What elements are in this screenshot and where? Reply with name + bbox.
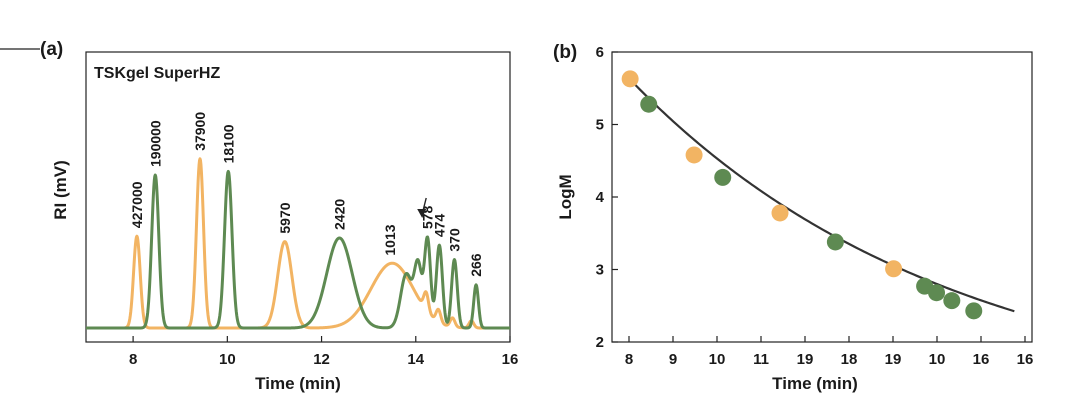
plot-frame-a — [85, 51, 511, 343]
x-tick-label-a: 10 — [219, 351, 236, 368]
green-data-point — [714, 168, 732, 186]
peak-label: 18100 — [220, 124, 236, 163]
peak-label: 474 — [431, 214, 447, 238]
orange-data-point — [771, 204, 789, 222]
plot-frame-b — [611, 51, 1033, 343]
x-tick-label-b: 19 — [797, 351, 814, 368]
panel-b-label: (b) — [553, 42, 577, 63]
green-trace — [84, 169, 512, 330]
calibration-points — [621, 70, 983, 320]
panel-a-label: (a) — [40, 39, 63, 60]
green-data-point — [965, 302, 983, 320]
x-tick-label-a: 12 — [313, 351, 330, 368]
green-data-point — [943, 292, 961, 310]
y-tick-label-b: 6 — [596, 44, 604, 61]
x-axis-ticks-a: 8 10 12 14 16 — [129, 336, 518, 368]
x-tick-label-b: 18 — [841, 351, 858, 368]
peak-label: 427000 — [129, 181, 145, 228]
x-tick-label-b: 8 — [625, 351, 633, 368]
x-tick-label-a: 16 — [502, 351, 519, 368]
y-tick-label-b: 3 — [596, 262, 604, 279]
chromatogram-curves — [84, 157, 512, 330]
green-data-point — [928, 284, 946, 302]
y-tick-label-b: 4 — [596, 189, 605, 206]
orange-data-point — [885, 260, 903, 278]
peak-label: 190000 — [147, 120, 163, 167]
y-axis-title-b: LogM — [556, 174, 575, 219]
orange-data-point — [685, 146, 703, 164]
x-axis-title-b: Time (min) — [772, 374, 858, 393]
peak-label: 266 — [468, 253, 484, 277]
peak-label: 5970 — [277, 202, 293, 233]
x-tick-label-b: 16 — [1017, 351, 1034, 368]
orange-trace — [84, 157, 512, 330]
orange-data-point — [621, 70, 639, 88]
x-tick-label-a: 14 — [407, 351, 424, 368]
x-tick-label-b: 9 — [669, 351, 677, 368]
x-tick-label-b: 10 — [929, 351, 946, 368]
peak-label: 1013 — [382, 224, 398, 255]
peak-label: 370 — [446, 228, 462, 252]
x-axis-title-a: Time (min) — [255, 374, 341, 393]
y-tick-label-b: 5 — [596, 117, 604, 134]
x-tick-label-b: 16 — [973, 351, 990, 368]
green-data-point — [640, 95, 658, 113]
x-tick-label-b: 10 — [709, 351, 726, 368]
y-tick-label-b: 2 — [596, 334, 604, 351]
calibration-fit-curve — [629, 78, 1015, 313]
x-tick-label-a: 8 — [129, 351, 137, 368]
x-tick-label-b: 11 — [753, 351, 769, 368]
chart-a-title: TSKgel SuperHZ — [94, 65, 220, 82]
peak-label: 2420 — [331, 199, 347, 230]
annotation-arrowhead — [417, 209, 427, 218]
x-tick-label-b: 19 — [885, 351, 902, 368]
axis-ticks-b: 2 3 4 5 6 8 9 10 11 19 18 19 10 16 16 — [596, 44, 1034, 368]
y-axis-title-a: RI (mV) — [51, 160, 70, 220]
green-data-point — [826, 233, 844, 251]
chromatogram-panel: (a) TSKgel SuperHZ RI (mV) Time (min) 8 1… — [0, 39, 518, 393]
peak-label: 37900 — [192, 112, 208, 151]
fit-curve — [629, 78, 1015, 313]
calibration-panel: (b) LogM Time (min) 2 3 4 5 6 8 9 10 11 19 18 19 10 1… — [553, 42, 1033, 393]
